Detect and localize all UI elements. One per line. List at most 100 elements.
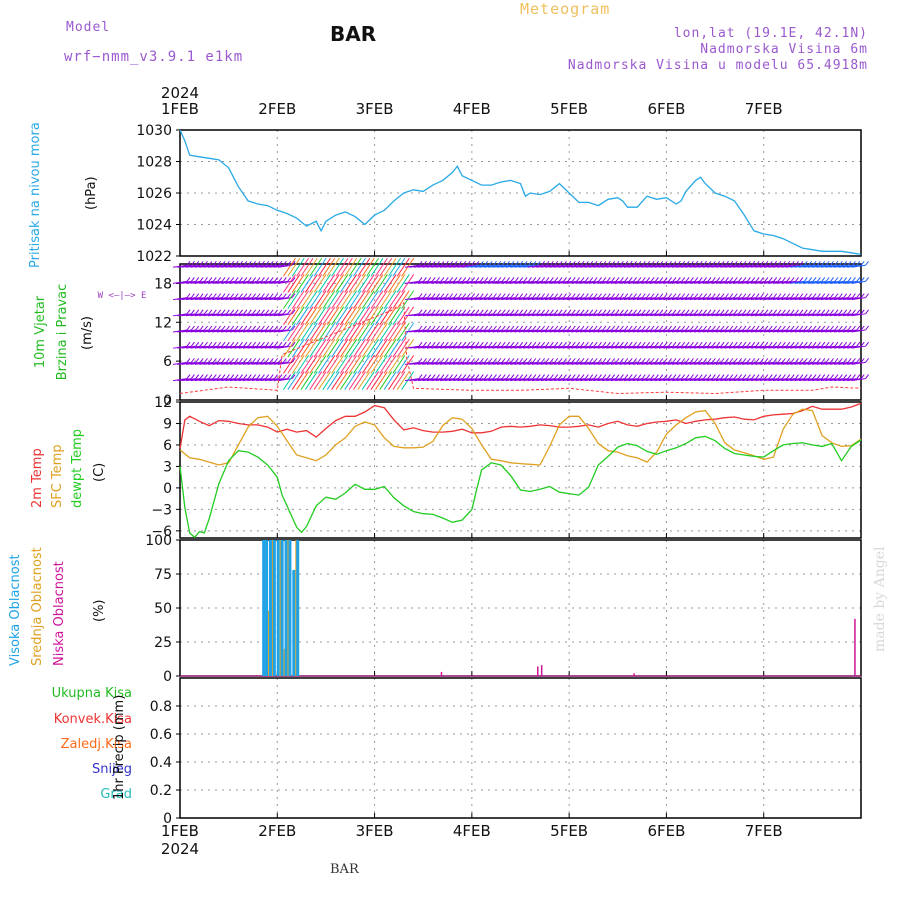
wind-barb	[597, 345, 612, 349]
wind-barb	[680, 329, 695, 333]
wind-barb	[444, 361, 459, 365]
ytick-label-precip: 0.6	[150, 727, 172, 743]
wind-barb	[247, 264, 262, 268]
wind-barb-flag	[707, 309, 712, 315]
wind-barb-flag	[711, 358, 716, 363]
wind-barb	[641, 361, 656, 365]
wind-barb	[553, 378, 568, 382]
wind-barb-flag	[825, 293, 830, 298]
wind-barb-flag	[282, 358, 287, 363]
wind-barb-flag	[243, 309, 248, 315]
temperature-line-dewpt	[179, 435, 862, 539]
wind-barb-flag	[676, 374, 681, 379]
wind-barb	[689, 378, 704, 382]
wind-barb-flag	[681, 293, 686, 298]
wind-barb	[331, 371, 345, 390]
wind-barb	[505, 313, 520, 317]
wind-barb	[737, 264, 752, 268]
wind-barb	[689, 345, 704, 349]
wind-barb	[685, 345, 700, 349]
wind-barb-flag	[615, 358, 620, 363]
wind-barb-flag	[580, 358, 585, 363]
wind-barb-flag	[519, 309, 524, 315]
wind-barb-flag	[466, 309, 471, 315]
wind-barb	[370, 371, 384, 390]
wind-barb-flag	[510, 374, 515, 379]
model-elevation: Nadmorska Visina u modelu 65.4918m	[567, 58, 868, 73]
wind-barb-flag	[790, 277, 795, 282]
wind-barb	[510, 378, 525, 382]
wind-barb	[580, 297, 595, 301]
wind-barb	[413, 378, 428, 382]
wind-barb-flag	[628, 341, 633, 347]
wind-barb	[562, 280, 577, 284]
wind-barb	[422, 313, 437, 317]
wind-barb	[483, 361, 498, 365]
wind-barb-flag	[821, 293, 826, 298]
wind-barb	[842, 297, 857, 301]
wind-barb	[746, 361, 761, 365]
wind-barb-flag	[497, 358, 502, 363]
wind-barb-flag	[453, 293, 458, 298]
wind-barb-flag	[212, 325, 217, 331]
wind-barb	[483, 345, 498, 349]
wind-barb	[404, 378, 420, 382]
wind-barb-flag	[786, 341, 791, 347]
wind-barb-flag	[501, 341, 506, 347]
wind-barb-flag	[663, 325, 668, 331]
year-label-top: 2024	[161, 84, 199, 102]
wind-barb	[335, 274, 349, 293]
wind-barb-flag	[554, 309, 559, 315]
wind-barb	[785, 280, 800, 284]
wind-barb	[269, 378, 284, 382]
wind-barb	[221, 378, 236, 382]
ytick-label-precip: 0	[163, 811, 172, 827]
wind-barb-flag	[606, 325, 611, 331]
wind-barb	[374, 322, 388, 342]
wind-barb	[388, 338, 401, 358]
wind-barb	[571, 329, 586, 333]
wind-barb	[641, 313, 656, 317]
wind-barb	[392, 322, 406, 342]
wind-barb	[326, 322, 340, 342]
wind-barb	[825, 361, 840, 365]
wind-barb	[318, 355, 331, 374]
wind-barb-flag	[269, 277, 274, 282]
wind-barb	[496, 264, 512, 268]
wind-barb	[615, 361, 630, 365]
wind-barb	[313, 322, 327, 342]
wind-barb	[672, 378, 687, 382]
wind-barb-flag	[755, 260, 760, 266]
wind-barb-flag	[269, 325, 274, 331]
wind-barb	[536, 345, 551, 349]
wind-barb-flag	[650, 341, 655, 347]
wind-barb	[650, 378, 665, 382]
wind-barb	[256, 361, 271, 365]
wind-barb	[229, 345, 244, 349]
wind-barb	[527, 361, 542, 365]
wind-barb	[229, 264, 244, 268]
wind-barb	[361, 290, 375, 309]
wind-barb	[366, 274, 380, 293]
wind-barb	[177, 329, 192, 333]
wind-barb	[501, 361, 516, 365]
wind-barb	[264, 378, 280, 382]
wind-barb-flag	[768, 358, 773, 363]
wind-barb-flag	[274, 325, 278, 331]
wind-barb	[759, 361, 774, 365]
wind-barb	[313, 371, 327, 390]
wind-barb-flag	[760, 293, 764, 298]
wind-barb-flag	[729, 325, 734, 331]
wind-barb-flag	[584, 309, 589, 315]
model-label: Model	[66, 20, 111, 35]
wind-barb-flag	[838, 374, 843, 379]
wind-barb	[728, 264, 744, 268]
wind-barb	[247, 345, 262, 349]
wind-barb	[277, 345, 293, 349]
wind-barb	[291, 355, 305, 374]
wind-barb	[536, 378, 551, 382]
wind-barb	[676, 378, 691, 382]
wind-barb-flag	[239, 374, 243, 379]
wind-barb-flag	[580, 277, 585, 282]
wind-barb-flag	[821, 358, 826, 363]
